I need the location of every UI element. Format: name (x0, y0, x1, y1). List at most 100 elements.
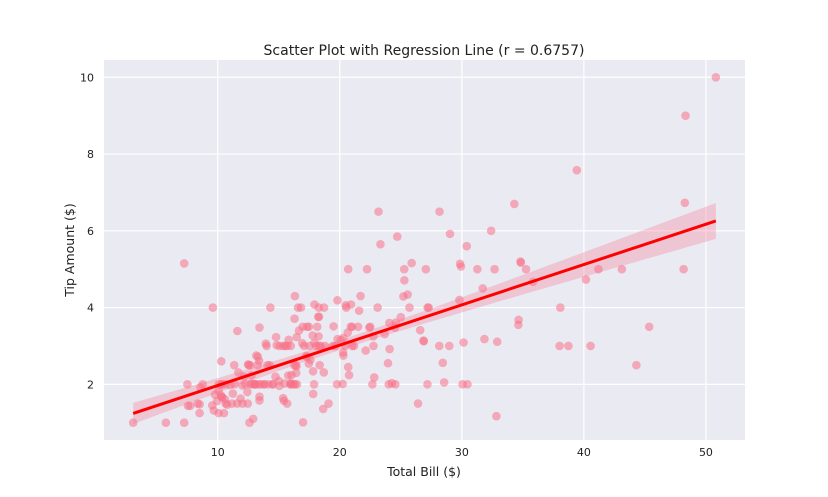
x-axis-label: Total Bill ($) (386, 464, 461, 479)
x-tick-label: 20 (333, 446, 347, 459)
data-point (444, 341, 454, 351)
data-point (308, 389, 318, 399)
y-tick-label: 6 (87, 225, 94, 238)
data-point (319, 303, 329, 312)
data-point (374, 207, 383, 216)
data-point (438, 358, 448, 368)
data-point (419, 336, 428, 345)
data-point (521, 264, 531, 274)
data-point (392, 232, 402, 241)
data-point (344, 370, 354, 380)
data-point (594, 264, 603, 274)
data-point (486, 226, 496, 236)
data-point (289, 360, 299, 370)
data-point (256, 380, 265, 389)
x-tick-label: 30 (455, 446, 469, 459)
data-point (243, 399, 253, 408)
data-point (208, 303, 218, 312)
data-point (354, 306, 364, 315)
data-point (399, 264, 409, 274)
data-point (617, 264, 627, 274)
data-point (128, 418, 138, 428)
data-point (346, 322, 356, 332)
data-point (253, 360, 262, 370)
data-point (312, 322, 322, 332)
data-point (243, 387, 252, 397)
y-tick-label: 10 (80, 71, 94, 84)
data-point (212, 396, 222, 406)
data-point (271, 372, 280, 381)
data-point (492, 337, 502, 347)
data-point (266, 303, 275, 312)
data-point (514, 315, 523, 325)
data-point (434, 341, 444, 351)
data-point (319, 368, 329, 377)
data-point (294, 326, 304, 335)
data-point (304, 322, 314, 332)
data-point (193, 399, 202, 408)
confidence-band-group (133, 202, 716, 424)
data-point (262, 341, 271, 351)
data-point (324, 399, 333, 408)
x-tick-label: 10 (211, 446, 225, 459)
tick-labels: 10 20 30 40 50 2 4 6 8 10 (80, 71, 713, 459)
data-point (280, 341, 290, 351)
data-point (396, 312, 406, 322)
data-point (318, 404, 328, 414)
data-point (399, 292, 408, 301)
data-point (473, 264, 482, 274)
data-point (292, 332, 302, 342)
data-point (308, 366, 318, 376)
regression-line-group (132, 219, 717, 415)
data-point (421, 264, 431, 274)
data-point (556, 303, 565, 312)
data-point (214, 408, 223, 418)
data-point (478, 284, 488, 293)
data-point (679, 264, 688, 274)
data-point (480, 334, 489, 344)
data-point (564, 341, 573, 351)
data-point (368, 380, 377, 389)
data-point (407, 258, 416, 268)
data-point (459, 338, 468, 347)
data-point (185, 401, 195, 411)
data-point (291, 368, 301, 378)
data-point (516, 258, 526, 267)
data-point (343, 362, 353, 372)
data-point (229, 360, 239, 370)
data-point (253, 352, 263, 362)
data-point (216, 357, 226, 366)
data-point (333, 295, 342, 305)
data-point (329, 322, 338, 331)
data-point (400, 276, 409, 285)
data-point (280, 379, 289, 388)
data-point (179, 259, 189, 268)
data-point (555, 341, 564, 351)
data-point (222, 400, 232, 409)
data-point (384, 380, 394, 389)
data-point (309, 380, 319, 389)
data-point (195, 408, 204, 418)
data-point (439, 378, 449, 387)
chart-title: Scatter Plot with Regression Line (r = 0… (264, 43, 585, 59)
y-tick-label: 4 (87, 302, 94, 315)
data-point (255, 396, 264, 405)
data-point (365, 323, 374, 332)
data-point (462, 241, 472, 251)
data-point (510, 199, 519, 209)
data-point (290, 314, 299, 324)
data-point (632, 360, 641, 370)
data-point (232, 399, 242, 408)
regression-line (132, 219, 717, 415)
x-tick-label: 50 (699, 446, 713, 459)
data-point (282, 399, 292, 408)
data-point (290, 291, 300, 301)
data-point (353, 322, 363, 332)
data-point (305, 341, 314, 351)
y-axis-label: Tip Amount ($) (62, 203, 77, 297)
data-point (356, 291, 365, 301)
data-point (369, 341, 378, 351)
data-point (314, 312, 323, 322)
data-point (245, 418, 254, 428)
data-point (458, 380, 467, 389)
